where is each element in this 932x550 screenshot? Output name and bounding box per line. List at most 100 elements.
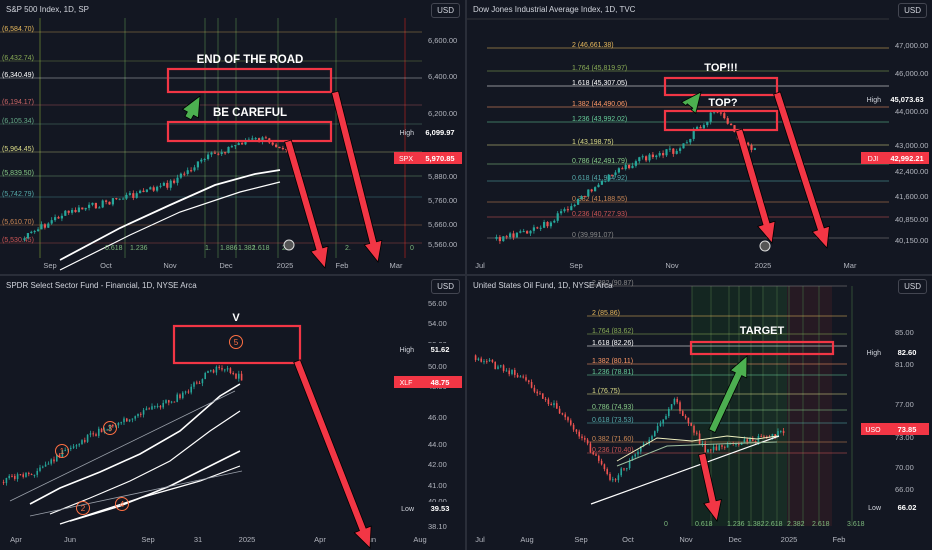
- candle-body: [586, 439, 589, 444]
- candle-body: [224, 152, 227, 154]
- chart-pane-spx[interactable]: (6,584.70) (6,432.74) (6,340.49) (6,194.17)…: [0, 0, 464, 273]
- candle-body: [777, 431, 779, 437]
- currency-button[interactable]: USD: [898, 3, 927, 18]
- candle-body: [606, 469, 608, 474]
- fib-level-label: 0.786 (42,491.79): [572, 158, 627, 165]
- candle-body: [672, 148, 675, 154]
- x-axis-tick: Aug: [413, 535, 426, 544]
- candle-body: [237, 143, 240, 146]
- currency-button[interactable]: USD: [898, 279, 927, 294]
- candle-body: [656, 425, 659, 432]
- candle-body: [201, 379, 204, 384]
- candle-body: [190, 386, 192, 393]
- candle-body: [91, 202, 94, 205]
- candle-body: [30, 231, 33, 234]
- candle-body: [126, 418, 128, 422]
- candle-body: [285, 149, 288, 151]
- price-badge-label-bg: [394, 376, 418, 388]
- candle-body: [28, 472, 30, 475]
- trend-line: [590, 435, 780, 505]
- y-axis-tick: 6,400.00: [428, 72, 457, 81]
- candle-body: [592, 452, 594, 455]
- candle-body: [589, 443, 592, 453]
- candle-body: [168, 400, 170, 403]
- candle-body: [156, 405, 159, 407]
- chart-pane-dji[interactable]: 2 (46,661.38) 1.764 (45,819.97) 1.618 (45,…: [467, 0, 931, 273]
- candle-body: [179, 173, 182, 178]
- fib-level-label: 1 (43,198.75): [572, 139, 614, 146]
- x-axis-tick: 2025: [277, 261, 294, 270]
- candle-body: [244, 140, 247, 145]
- candle-body: [763, 436, 765, 438]
- candle-body: [696, 126, 699, 130]
- candle-body: [23, 238, 26, 240]
- candle-body: [580, 196, 583, 199]
- candle-body: [754, 440, 757, 443]
- y-axis-tick: 41.00: [428, 481, 447, 490]
- wave-label: 4: [120, 500, 125, 509]
- fib-time-zone: [762, 286, 787, 526]
- fib-level-label: 0.236 (40,727.93): [572, 211, 627, 218]
- y-axis-tick: 40,850.00: [895, 215, 928, 224]
- x-axis-tick: Sep: [569, 261, 582, 270]
- candle-body: [575, 429, 578, 432]
- currency-button[interactable]: USD: [431, 3, 460, 18]
- fib-level-label: 1.764 (45,819.97): [572, 65, 627, 72]
- fib-time-zone: [787, 286, 832, 526]
- candle-body: [654, 431, 656, 437]
- candle-body: [240, 373, 243, 381]
- candle-body: [612, 479, 614, 481]
- chart-pane-xlf[interactable]: 1234556.0054.0052.0050.0048.0046.0044.00…: [0, 276, 464, 549]
- annotation-text: TOP?: [708, 97, 737, 109]
- price-badge-value: 73.85: [898, 425, 917, 434]
- candle-body: [64, 450, 66, 452]
- candle-body: [488, 359, 491, 362]
- candle-body: [702, 125, 705, 129]
- candle-body: [567, 417, 569, 421]
- candle-body: [497, 366, 499, 369]
- candle-body: [278, 146, 281, 149]
- fib-level-label: 1.618 (82.26): [592, 340, 634, 347]
- candle-body: [780, 430, 782, 432]
- candle-body: [570, 420, 572, 425]
- candle-body: [724, 446, 726, 448]
- candle-body: [738, 443, 740, 445]
- x-axis-tick: Oct: [622, 535, 635, 544]
- candle-body: [30, 474, 33, 476]
- chart-title: United States Oil Fund, 1D, NYSE Arca: [473, 281, 613, 290]
- candle-body: [577, 198, 580, 205]
- candle-body: [564, 414, 566, 418]
- candle-body: [662, 153, 665, 156]
- candle-body: [519, 376, 522, 378]
- candle-body: [617, 475, 620, 481]
- candle-body: [78, 444, 80, 446]
- chart-pane-uso[interactable]: 2.382 (90.87) 2 (85.86) 1.764 (83.62) 1.618…: [467, 276, 931, 549]
- x-axis-tick: Aug: [520, 535, 533, 544]
- candle-body: [123, 418, 125, 423]
- price-badge-bg: [418, 502, 462, 514]
- candle-body: [251, 138, 254, 140]
- candle-body: [685, 142, 688, 144]
- candle-body: [638, 157, 641, 162]
- fib-level-label: 2.382 (90.87): [592, 280, 634, 287]
- candle-body: [746, 439, 748, 442]
- candle-body: [607, 174, 610, 181]
- price-badge-label: High: [867, 97, 882, 104]
- fib-level-label: 0 (39,991.07): [572, 232, 614, 239]
- currency-button[interactable]: USD: [431, 279, 460, 294]
- candle-body: [718, 445, 720, 451]
- candle-body: [122, 198, 125, 200]
- y-axis-tick: 50.00: [428, 362, 447, 371]
- down-arrow: [735, 128, 776, 244]
- candle-body: [483, 361, 485, 363]
- candle-body: [238, 373, 240, 379]
- candle-body: [54, 217, 57, 221]
- fib-level-label: (6,340.49): [2, 72, 34, 79]
- y-axis-tick: 54.00: [428, 319, 447, 328]
- candle-body: [170, 401, 173, 403]
- fib-time-label: 1.886: [220, 245, 238, 252]
- candle-body: [774, 434, 776, 437]
- candle-body: [207, 154, 210, 160]
- candle-body: [148, 408, 150, 410]
- x-axis-tick: Nov: [163, 261, 177, 270]
